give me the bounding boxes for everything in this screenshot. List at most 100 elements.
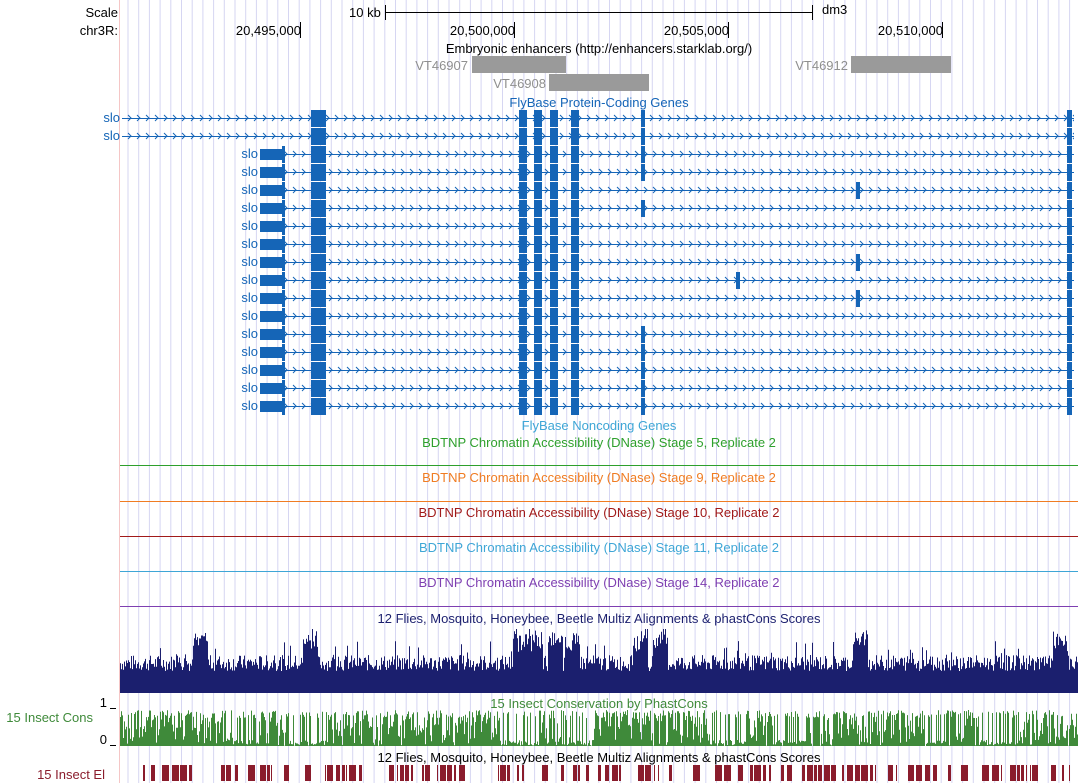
gene-exon[interactable] <box>856 290 860 307</box>
gene-intron-line[interactable] <box>260 190 1074 191</box>
gene-exon[interactable] <box>571 290 579 307</box>
gene-exon[interactable] <box>311 254 326 271</box>
gene-exon[interactable] <box>571 380 579 397</box>
enhancer-feature-vt46912[interactable] <box>851 56 951 73</box>
insect-elements-track[interactable] <box>120 764 1078 782</box>
gene-exon[interactable] <box>1067 182 1072 199</box>
gene-utr-block[interactable] <box>260 221 282 232</box>
gene-exon[interactable] <box>1067 218 1072 235</box>
gene-exon[interactable] <box>519 398 527 415</box>
gene-exon[interactable] <box>311 218 326 235</box>
gene-exon[interactable] <box>1067 380 1072 397</box>
gene-exon[interactable] <box>550 200 558 217</box>
gene-exon[interactable] <box>1067 236 1072 253</box>
gene-exon[interactable] <box>519 380 527 397</box>
gene-exon[interactable] <box>571 200 579 217</box>
gene-utr-block[interactable] <box>260 401 282 412</box>
gene-exon[interactable] <box>550 182 558 199</box>
gene-exon[interactable] <box>534 128 542 145</box>
gene-exon[interactable] <box>519 146 527 163</box>
gene-exon[interactable] <box>519 272 527 289</box>
gene-exon[interactable] <box>550 128 558 145</box>
gene-intron-line[interactable] <box>260 226 1074 227</box>
gene-exon[interactable] <box>282 380 285 397</box>
gene-exon[interactable] <box>550 362 558 379</box>
gene-label[interactable]: slo <box>241 182 258 197</box>
gene-exon[interactable] <box>550 398 558 415</box>
gene-exon[interactable] <box>534 146 542 163</box>
gene-exon[interactable] <box>550 344 558 361</box>
dnase-stage10-signal[interactable] <box>120 536 1078 537</box>
gene-exon[interactable] <box>282 362 285 379</box>
gene-exon[interactable] <box>282 146 285 163</box>
gene-exon[interactable] <box>550 308 558 325</box>
gene-exon[interactable] <box>311 110 326 127</box>
gene-intron-line[interactable] <box>260 388 1074 389</box>
gene-utr-block[interactable] <box>260 167 282 178</box>
gene-exon[interactable] <box>571 326 579 343</box>
gene-exon[interactable] <box>736 272 740 289</box>
gene-label[interactable]: slo <box>241 164 258 179</box>
dnase-stage9-signal[interactable] <box>120 501 1078 502</box>
gene-exon[interactable] <box>311 272 326 289</box>
gene-exon[interactable] <box>1067 110 1072 127</box>
gene-exon[interactable] <box>641 326 645 343</box>
insect-cons-side-label[interactable]: 15 Insect Cons <box>6 710 93 725</box>
gene-label[interactable]: slo <box>241 236 258 251</box>
gene-exon[interactable] <box>571 308 579 325</box>
gene-exon[interactable] <box>519 182 527 199</box>
gene-exon[interactable] <box>550 272 558 289</box>
gene-exon[interactable] <box>550 164 558 181</box>
gene-exon[interactable] <box>534 182 542 199</box>
gene-exon[interactable] <box>641 362 645 379</box>
gene-intron-line[interactable] <box>260 172 1074 173</box>
gene-exon[interactable] <box>311 326 326 343</box>
gene-exon[interactable] <box>571 236 579 253</box>
gene-utr-block[interactable] <box>260 329 282 340</box>
gene-exon[interactable] <box>1067 254 1072 271</box>
gene-exon[interactable] <box>641 344 645 361</box>
gene-exon[interactable] <box>571 344 579 361</box>
gene-exon[interactable] <box>311 200 326 217</box>
dnase-stage11-signal[interactable] <box>120 571 1078 572</box>
gene-exon[interactable] <box>519 164 527 181</box>
gene-exon[interactable] <box>534 200 542 217</box>
gene-exon[interactable] <box>282 308 285 325</box>
gene-exon[interactable] <box>534 308 542 325</box>
gene-exon[interactable] <box>534 344 542 361</box>
gene-exon[interactable] <box>282 218 285 235</box>
gene-exon[interactable] <box>282 164 285 181</box>
gene-intron-line[interactable] <box>260 316 1074 317</box>
gene-exon[interactable] <box>550 146 558 163</box>
multiz-conservation-wiggle[interactable] <box>120 627 1078 693</box>
gene-utr-block[interactable] <box>260 347 282 358</box>
gene-exon[interactable] <box>641 128 645 145</box>
gene-exon[interactable] <box>282 344 285 361</box>
gene-exon[interactable] <box>641 398 645 415</box>
gene-exon[interactable] <box>282 272 285 289</box>
gene-exon[interactable] <box>571 362 579 379</box>
gene-label[interactable]: slo <box>241 146 258 161</box>
gene-exon[interactable] <box>519 290 527 307</box>
gene-intron-line[interactable] <box>260 262 1074 263</box>
gene-exon[interactable] <box>534 164 542 181</box>
gene-exon[interactable] <box>311 308 326 325</box>
gene-exon[interactable] <box>571 128 579 145</box>
gene-label[interactable]: slo <box>241 308 258 323</box>
gene-exon[interactable] <box>550 110 558 127</box>
gene-exon[interactable] <box>534 218 542 235</box>
gene-exon[interactable] <box>550 254 558 271</box>
gene-exon[interactable] <box>550 326 558 343</box>
gene-exon[interactable] <box>1067 326 1072 343</box>
gene-exon[interactable] <box>519 128 527 145</box>
gene-exon[interactable] <box>534 236 542 253</box>
gene-exon[interactable] <box>282 326 285 343</box>
gene-exon[interactable] <box>282 236 285 253</box>
gene-exon[interactable] <box>519 110 527 127</box>
gene-label[interactable]: slo <box>103 110 120 125</box>
gene-exon[interactable] <box>282 254 285 271</box>
gene-exon[interactable] <box>519 308 527 325</box>
gene-exon[interactable] <box>311 146 326 163</box>
enhancer-feature-vt46907[interactable] <box>472 56 566 73</box>
gene-label[interactable]: slo <box>241 326 258 341</box>
